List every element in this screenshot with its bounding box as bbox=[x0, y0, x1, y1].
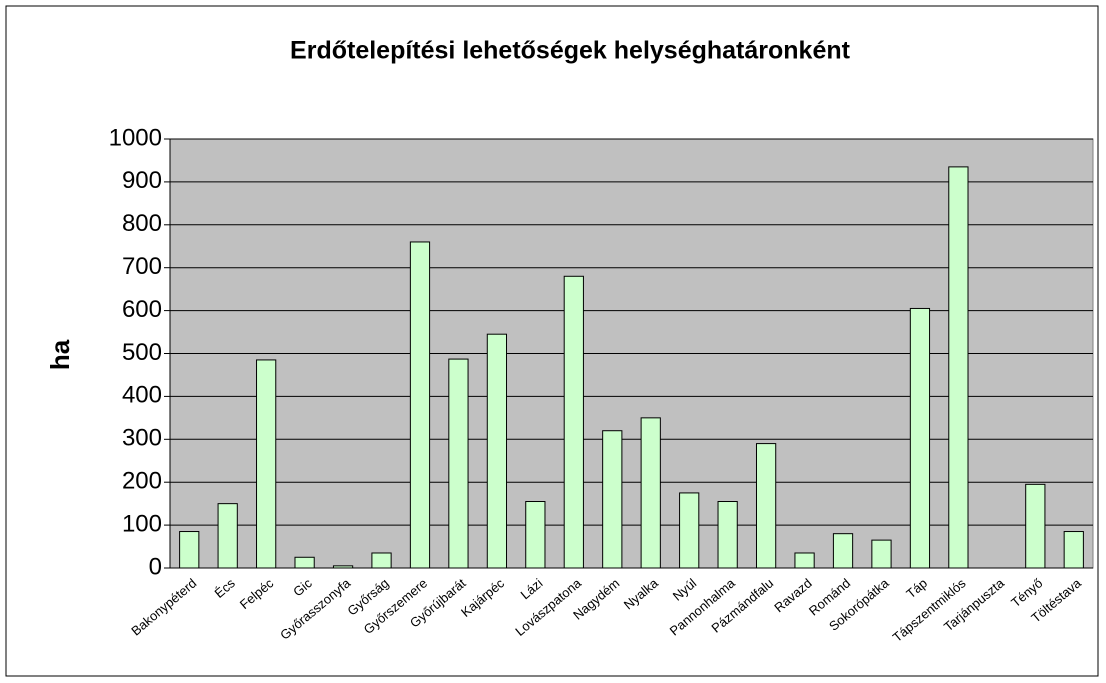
y-tick-label: 400 bbox=[122, 382, 162, 409]
bar bbox=[755, 443, 777, 569]
bar bbox=[640, 417, 661, 569]
bar bbox=[217, 503, 238, 569]
bar bbox=[332, 565, 354, 569]
bar bbox=[256, 359, 277, 569]
bar bbox=[1025, 483, 1046, 569]
y-tick-label: 100 bbox=[122, 510, 162, 537]
bar bbox=[563, 275, 584, 569]
bar bbox=[871, 539, 892, 569]
bar bbox=[948, 166, 969, 569]
y-tick-label: 0 bbox=[149, 553, 162, 580]
chart-title: Erdőtelepítési lehetőségek helységhatáro… bbox=[290, 37, 851, 65]
y-tick-label: 800 bbox=[122, 210, 162, 237]
bar bbox=[832, 533, 854, 569]
bar bbox=[448, 358, 469, 569]
bar bbox=[525, 501, 546, 569]
y-tick-label: 900 bbox=[122, 167, 162, 194]
y-axis-label: ha bbox=[45, 339, 75, 370]
y-tick-label: 500 bbox=[122, 339, 162, 366]
y-tick-label: 1000 bbox=[109, 124, 162, 151]
bar bbox=[794, 552, 815, 569]
bar bbox=[294, 556, 315, 569]
bar bbox=[409, 241, 431, 569]
y-tick-label: 200 bbox=[122, 468, 162, 495]
y-tick-label: 600 bbox=[122, 296, 162, 323]
bar bbox=[717, 501, 738, 569]
y-tick-label: 700 bbox=[122, 253, 162, 280]
bar bbox=[486, 333, 508, 569]
y-tick-label: 300 bbox=[122, 425, 162, 452]
bar bbox=[1063, 531, 1084, 569]
bar bbox=[909, 307, 931, 569]
bar bbox=[371, 552, 392, 569]
bar bbox=[679, 492, 700, 569]
bar bbox=[602, 430, 623, 569]
bar bbox=[179, 531, 200, 569]
